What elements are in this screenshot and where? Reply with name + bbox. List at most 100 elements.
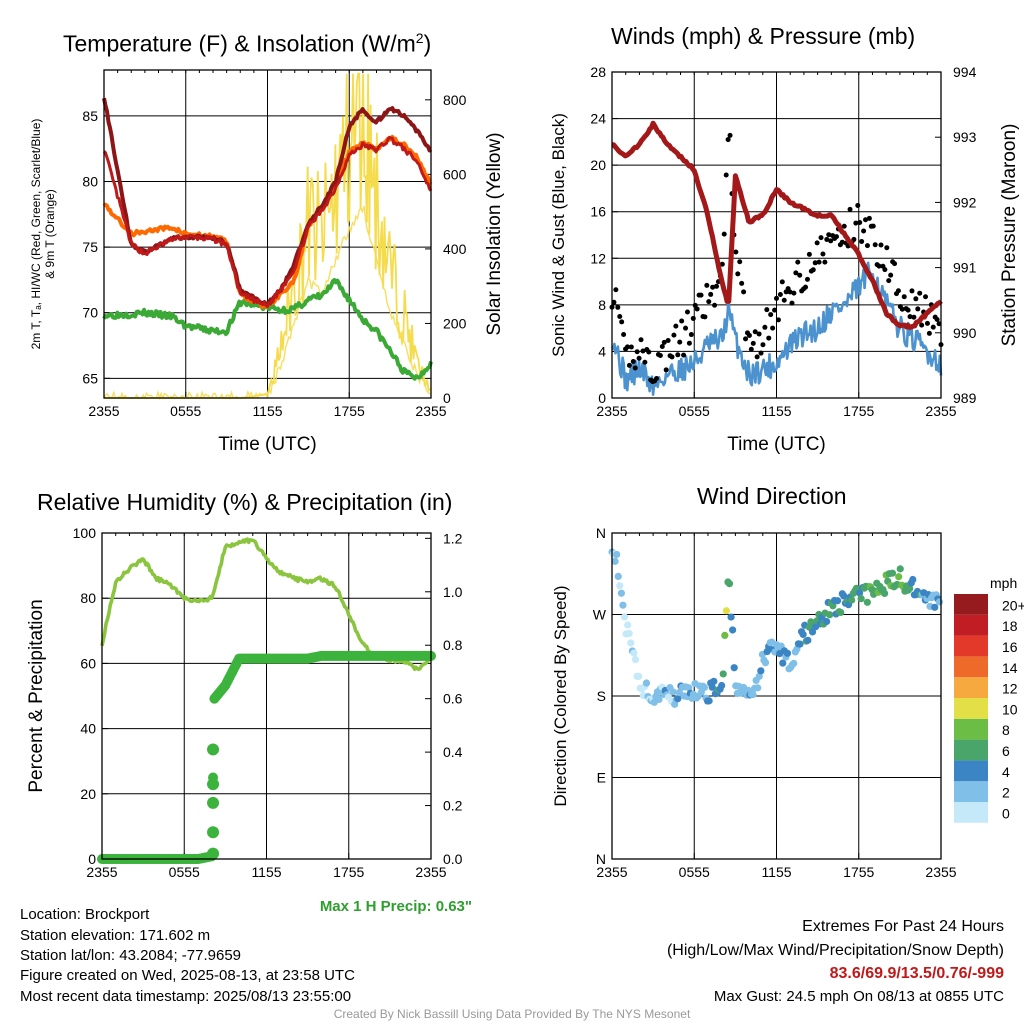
winds-y2-tick-label: 990 — [953, 325, 977, 341]
temperature-panel: 2355 0555 1155 1755 2355 65 70 75 80 85 0 200 400 600… — [29, 69, 505, 455]
gust-point — [634, 349, 640, 355]
wind-direction-panel-title: Wind Direction — [697, 483, 847, 509]
wind-direction-point — [642, 679, 651, 687]
legend-swatch — [954, 614, 988, 636]
winds-left-axis-label: Sonic Wind & Gust (Blue, Black) — [549, 113, 568, 357]
humidity-panel: 2355 0555 1155 1755 23550204060801000.00.20.… — [26, 525, 472, 915]
wind-direction-point — [616, 582, 624, 590]
wind-direction-point — [796, 640, 804, 648]
speed-legend: mph 0 2 4 6 8 10 12 14 16 18 20+ — [954, 575, 1024, 823]
temp-x-tick-label: 2355 — [415, 403, 446, 419]
legend-swatch — [954, 718, 988, 740]
temp-x-tick-label: 0555 — [170, 403, 201, 419]
wind-direction-point — [627, 639, 635, 647]
gust-point — [841, 223, 847, 229]
wind-direction-point — [804, 636, 812, 644]
gust-point — [665, 337, 671, 343]
gust-point — [913, 296, 919, 302]
temperature-panel-title: Temperature (F) & Insolation (W/m2) — [63, 30, 432, 57]
winds-y-tick-label: 20 — [590, 157, 606, 173]
gust-point — [863, 217, 869, 223]
wind-direction-point — [708, 683, 716, 691]
2m-temperature-line — [102, 135, 433, 309]
winds-x-tick-label: 1755 — [843, 403, 874, 419]
gust-point — [681, 352, 687, 358]
wind-direction-point — [895, 573, 903, 581]
wind-direction-point — [906, 584, 914, 593]
winds-y-tick-label: 24 — [590, 111, 606, 127]
gust-point — [723, 172, 729, 178]
pressure-line — [611, 120, 943, 330]
wdir-y-tick-label: S — [597, 688, 606, 704]
temp-x-tick-label: 1755 — [334, 403, 365, 419]
temp-y2-tick-label: 400 — [443, 241, 467, 257]
wind-direction-point — [935, 598, 944, 606]
wind-direction-point — [614, 572, 622, 580]
gust-point — [640, 348, 646, 354]
gust-point — [706, 299, 712, 305]
gust-point — [617, 314, 623, 320]
winds-y2-tick-label: 994 — [953, 64, 977, 80]
gust-point — [909, 288, 915, 294]
wdir-x-tick-label: 1755 — [843, 864, 874, 880]
wind-direction-point — [631, 656, 640, 664]
gust-point — [638, 337, 644, 343]
gust-point — [626, 362, 632, 368]
gust-point — [613, 287, 619, 293]
legend-label: 6 — [1002, 743, 1010, 759]
temp-border — [103, 69, 432, 399]
legend-swatch — [954, 698, 988, 719]
gust-point — [735, 271, 741, 277]
gust-point — [777, 292, 783, 298]
gust-point — [934, 316, 940, 322]
gust-point — [727, 132, 733, 138]
rh-y-tick-label: 20 — [80, 786, 96, 802]
wind-direction-point — [757, 667, 765, 675]
gust-point — [861, 228, 867, 234]
gust-point — [671, 332, 677, 338]
gust-point — [876, 263, 882, 269]
winds-right-axis-label: Station Pressure (Maroon) — [999, 124, 1020, 347]
gust-point — [636, 355, 642, 361]
legend-label: 2 — [1002, 785, 1010, 801]
extremes-title: Extremes For Past 24 Hours — [802, 918, 1004, 935]
gust-point — [679, 318, 685, 324]
gust-point — [895, 288, 901, 294]
gust-point — [892, 261, 898, 267]
rh-y-tick-label: 100 — [73, 525, 97, 541]
precipitation-point — [207, 743, 220, 756]
wind-direction-point — [705, 697, 713, 705]
temp-left-axis-label-1: 2m T, Tₐ, HI/WC (Red, Green, Scarlet/Blu… — [29, 119, 43, 350]
gust-point — [743, 336, 749, 342]
wind-direction-point — [722, 607, 730, 615]
gust-point — [760, 342, 766, 348]
gust-point — [820, 251, 826, 257]
gust-point — [870, 223, 876, 229]
rh-y2-tick-label: 1.0 — [443, 584, 463, 600]
wind-direction-point — [840, 592, 848, 600]
gust-point — [803, 284, 809, 290]
gust-point — [857, 219, 863, 225]
wdir-x-tick-label: 0555 — [679, 864, 710, 880]
wind-direction-point — [721, 631, 729, 640]
legend-swatch — [954, 802, 988, 823]
gust-point — [911, 314, 917, 320]
wind-direction-point — [754, 684, 762, 692]
gust-point — [754, 354, 760, 360]
winds-y-tick-label: 0 — [598, 390, 606, 406]
wind-direction-point — [620, 613, 629, 621]
wind-direction-point — [931, 603, 939, 611]
gust-point — [746, 332, 752, 338]
temp-y2-tick-label: 800 — [443, 92, 467, 108]
rh-y2-tick-label: 0.4 — [443, 744, 463, 760]
legend-swatch — [954, 635, 988, 657]
winds-panel: 2355 0555 1155 1755 235504812162024289899909… — [549, 64, 1020, 455]
wind-direction-point — [727, 613, 735, 621]
winds-border — [611, 71, 942, 399]
gust-point — [926, 330, 932, 336]
gust-point — [768, 312, 774, 318]
gust-point — [907, 314, 913, 320]
winds-panel-title: Winds (mph) & Pressure (mb) — [611, 23, 916, 49]
temp-y2-tick-label: 0 — [443, 390, 451, 406]
